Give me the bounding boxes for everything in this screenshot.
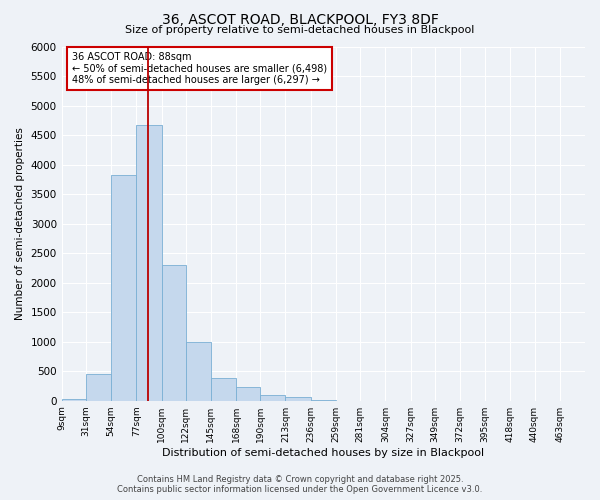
Bar (260, 395, 286, 400)
Bar (62, 399, 86, 400)
Bar (236, 387, 260, 400)
Bar (286, 397, 311, 400)
Text: 36, ASCOT ROAD, BLACKPOOL, FY3 8DF: 36, ASCOT ROAD, BLACKPOOL, FY3 8DF (161, 12, 439, 26)
Bar (136, 125, 161, 400)
Text: Size of property relative to semi-detached houses in Blackpool: Size of property relative to semi-detach… (125, 25, 475, 35)
Bar (185, 342, 211, 400)
Bar (111, 175, 136, 400)
Text: 36 ASCOT ROAD: 88sqm
← 50% of semi-detached houses are smaller (6,498)
48% of se: 36 ASCOT ROAD: 88sqm ← 50% of semi-detac… (72, 52, 327, 85)
Bar (86, 374, 111, 400)
Bar (211, 378, 236, 400)
Bar (161, 265, 185, 400)
X-axis label: Distribution of semi-detached houses by size in Blackpool: Distribution of semi-detached houses by … (162, 448, 484, 458)
Text: Contains HM Land Registry data © Crown copyright and database right 2025.
Contai: Contains HM Land Registry data © Crown c… (118, 474, 482, 494)
Y-axis label: Number of semi-detached properties: Number of semi-detached properties (15, 127, 25, 320)
